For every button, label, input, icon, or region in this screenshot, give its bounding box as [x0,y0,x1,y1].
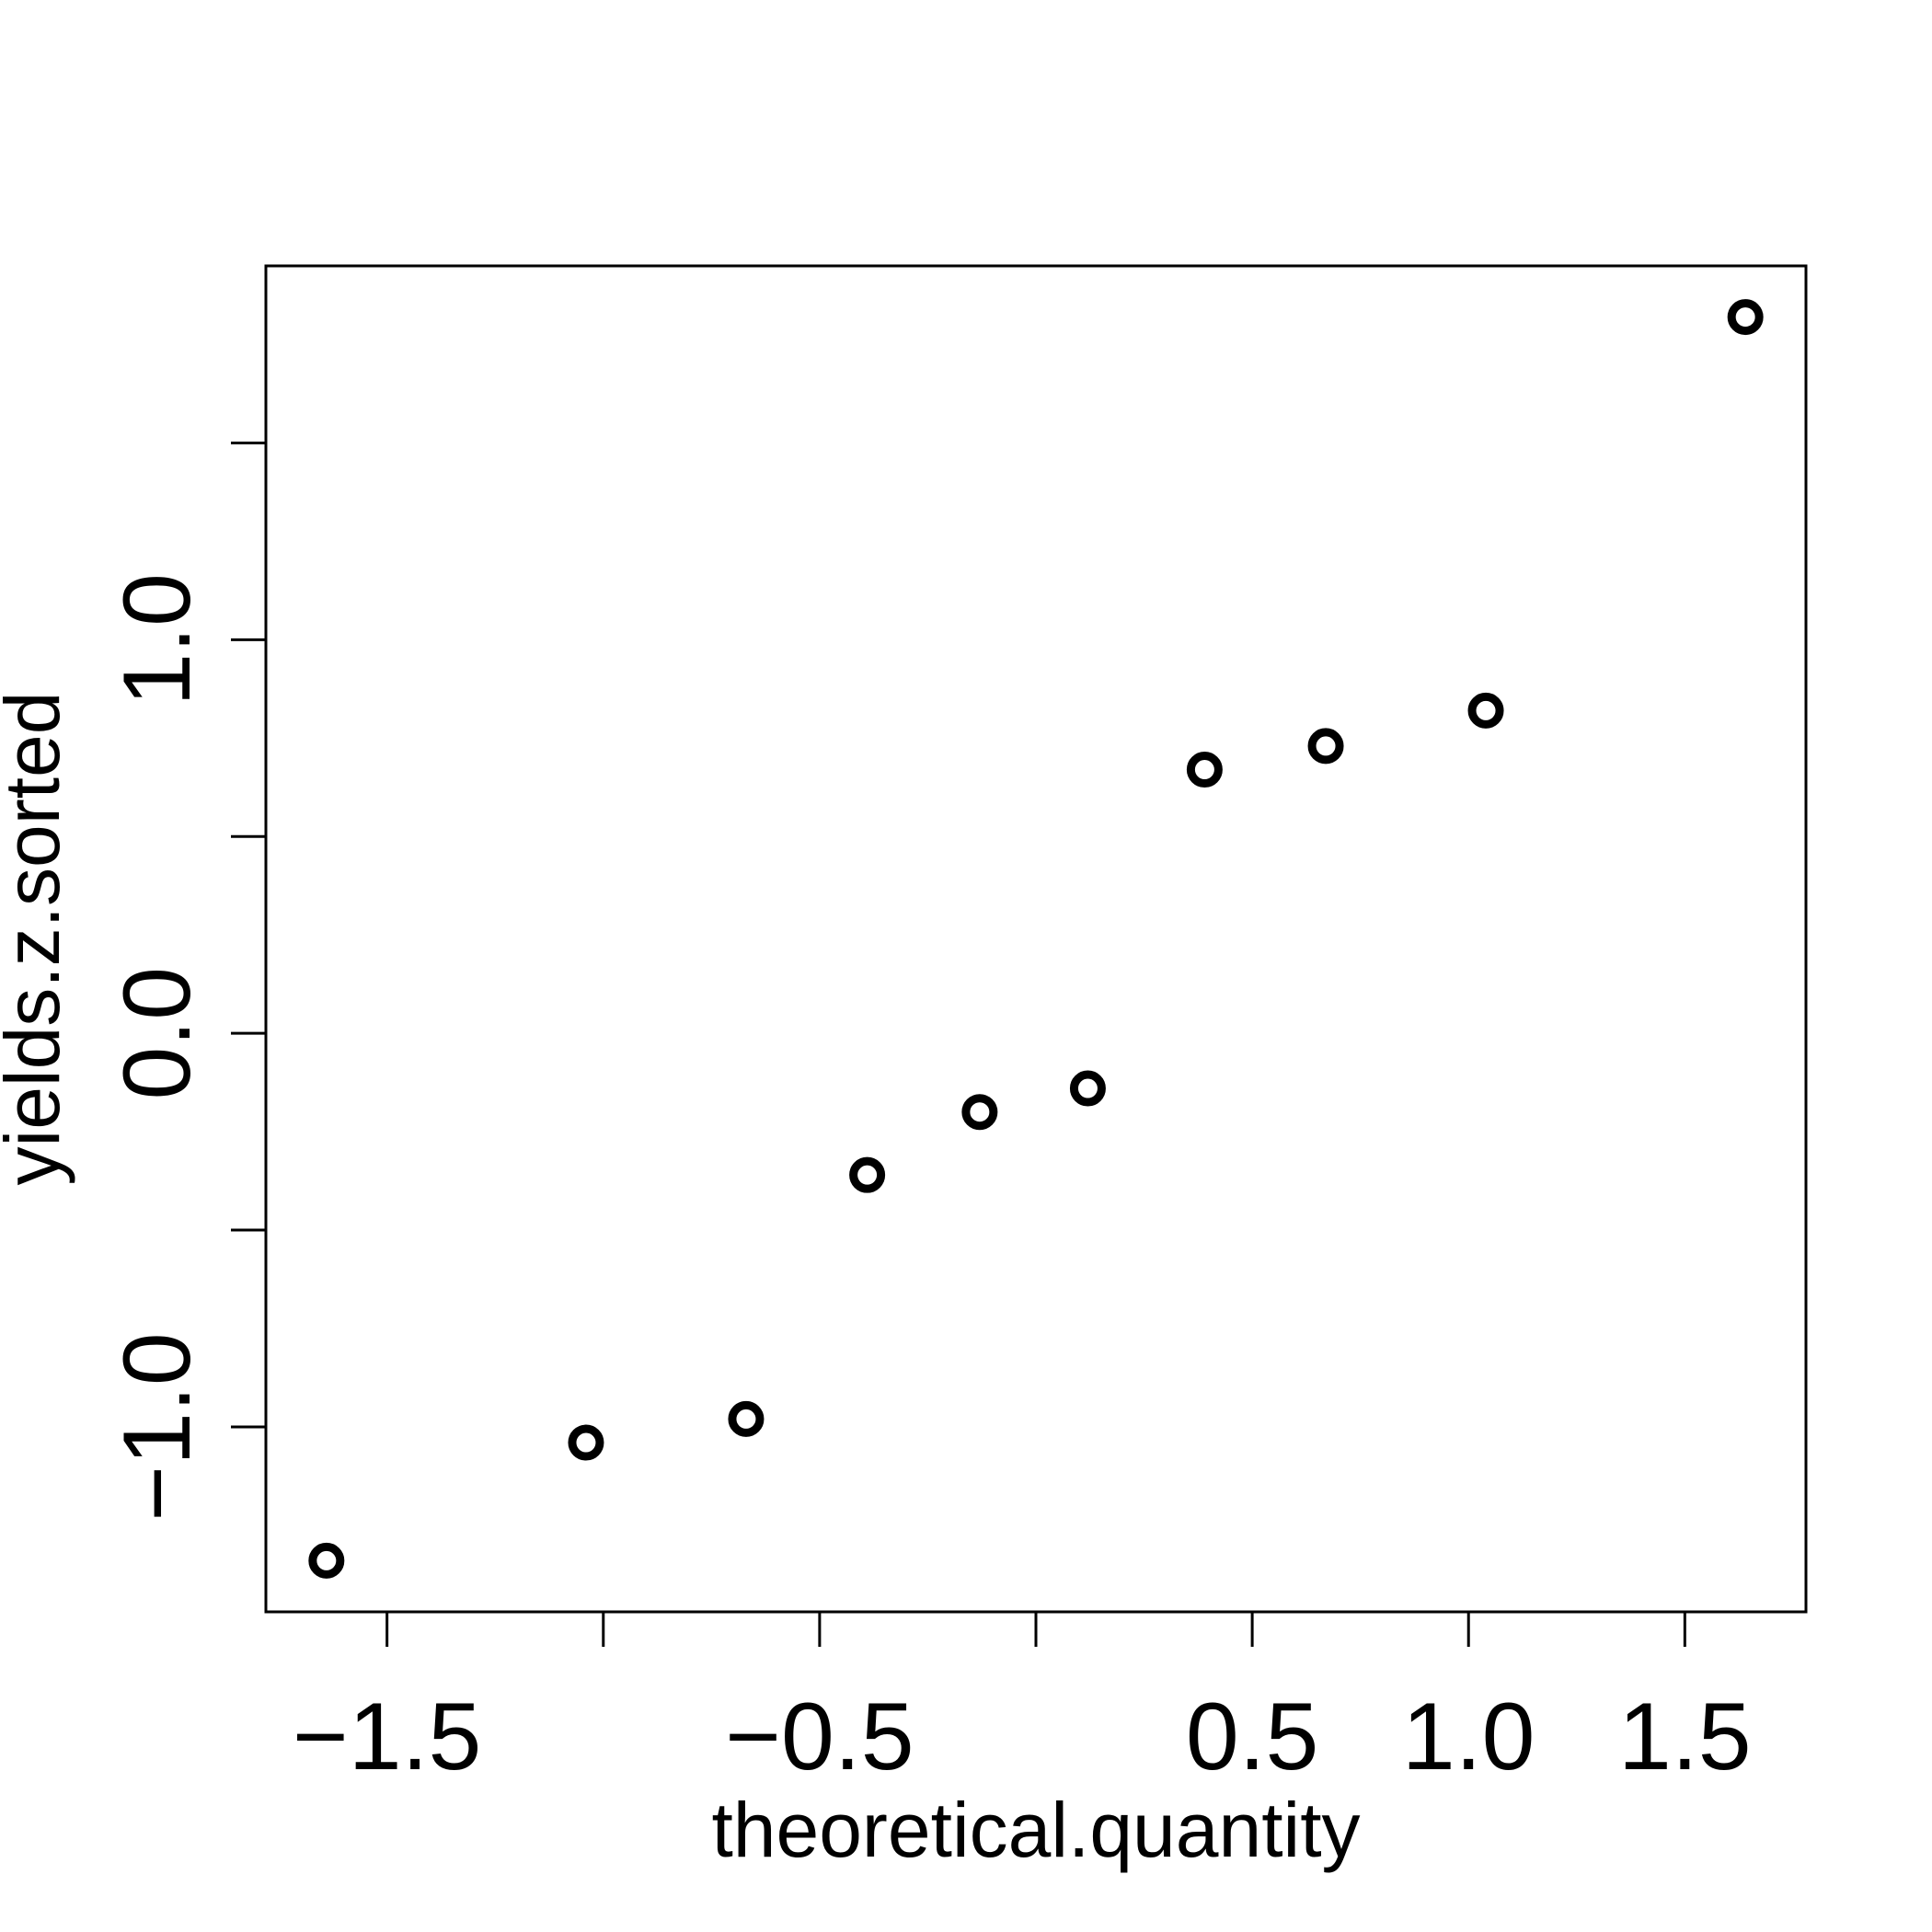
x-tick-label: 0.5 [1186,1684,1319,1790]
data-point [1069,1070,1106,1107]
data-points [308,299,1764,1579]
x-tick-label: −1.5 [293,1684,481,1790]
x-tick-label: 1.5 [1618,1684,1752,1790]
x-tick-label: −0.5 [725,1684,914,1790]
data-point [1727,299,1764,336]
data-point [308,1542,345,1579]
x-axis-title: theoretical.quantity [711,1787,1360,1873]
y-tick-label: 0.0 [104,967,211,1100]
plot-frame [264,264,1808,1614]
x-axis: −1.5 −0.5 0.5 1.0 1.5 [293,1612,1752,1790]
y-axis-title: yields.z.sorted [0,692,75,1186]
data-point [961,1094,998,1131]
data-point [1186,752,1223,788]
y-axis: −1.0 0.0 1.0 [104,442,266,1522]
data-point [1467,692,1504,729]
x-tick-label: 1.0 [1402,1684,1535,1790]
data-point [728,1400,765,1437]
data-point [1307,728,1344,765]
data-point [849,1156,886,1193]
data-point [568,1424,604,1461]
y-tick-label: −1.0 [104,1332,211,1521]
y-tick-label: 1.0 [104,573,211,707]
